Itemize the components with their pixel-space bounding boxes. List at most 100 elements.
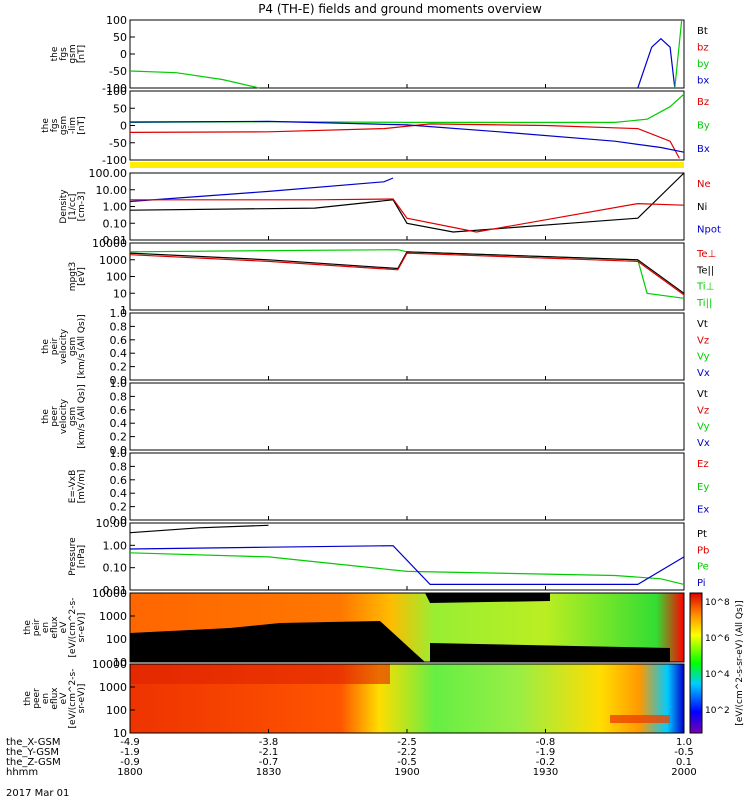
- colorbar-tick-label: 10^2: [705, 706, 730, 716]
- panel-peir_spec: 10000 1000 100 10 the peir en eflux eV [eV/(cm^2-…: [23, 587, 685, 669]
- xaxis-value: -0.7: [259, 757, 279, 768]
- y-tick-label: 100: [106, 14, 127, 27]
- y-tick-label: 100: [106, 271, 127, 284]
- y-tick-label: 100.00: [89, 167, 128, 180]
- y-tick-label: 0.8: [110, 390, 128, 403]
- panel-frame: [129, 522, 685, 591]
- ylabel-line: en: [41, 693, 51, 704]
- colorbar-label: [eV/(cm^2-s-sr-eV) (All Qs)]: [735, 600, 745, 725]
- y-tick-label: 0.10: [103, 217, 128, 230]
- legend-density-2: Npot: [697, 225, 721, 236]
- panel-temp: 10000 1000 100 10 1 mpgt3 [eV] Te⊥ Te|| Ti⊥ Ti||: [68, 237, 716, 317]
- xaxis-value: -1.9: [120, 747, 140, 758]
- panel-pressure: 10.00 1.00 0.10 0.01 Pressure [nPa] Pt Pb Pe Pi: [68, 517, 709, 597]
- ylabel-line: eflux: [50, 687, 60, 710]
- panel-ylabel: the fgs gsm [nT]: [50, 44, 87, 63]
- xaxis-row-label: hhmm: [6, 767, 38, 778]
- panel-frame: [129, 312, 685, 381]
- series-fgs-by: [129, 70, 260, 89]
- xaxis-value: -2.2: [397, 747, 417, 758]
- peir-lower-band: [430, 643, 670, 662]
- colorbar-gradient: [689, 592, 703, 734]
- y-tick-label: 0.2: [110, 361, 128, 374]
- legend-temp-0: Te⊥: [696, 249, 716, 260]
- ylabel-line: [eV]: [77, 267, 87, 286]
- ylabel-line: [cm-3]: [77, 192, 87, 222]
- ylabel-line: sr-eV)]: [77, 613, 87, 643]
- y-tick-label: 1000: [99, 254, 127, 267]
- y-tick-label: 0.8: [110, 320, 128, 333]
- y-tick-label: 0.0: [110, 444, 128, 457]
- ylabel-line: fgs: [50, 118, 60, 132]
- legend-efield-2: Ex: [697, 505, 709, 516]
- y-tick-label: 0.10: [103, 562, 128, 575]
- y-tick-label: 10: [113, 287, 127, 300]
- y-tick-label: 1.00: [103, 539, 128, 552]
- y-tick-label: 0.6: [110, 334, 128, 347]
- xaxis-value: -1.9: [536, 747, 556, 758]
- ylabel-line: Pressure: [68, 537, 78, 576]
- colorbar-tick-label: 10^8: [705, 598, 730, 608]
- xaxis-value: 1.0: [676, 737, 692, 748]
- y-tick-label: 0.6: [110, 404, 128, 417]
- y-tick-label: 1.0: [110, 447, 128, 460]
- y-tick-label: 0.01: [103, 234, 128, 247]
- series-pressure-Pt: [129, 524, 269, 534]
- ylabel-line: E=-VxB: [68, 470, 78, 504]
- ylabel-line: -lim: [68, 117, 78, 134]
- ylabel-line: [mV/m]: [77, 470, 87, 504]
- legend-fgs-2: by: [697, 59, 709, 70]
- series-temp-Te||: [129, 251, 685, 294]
- y-tick-label: 0.0: [110, 514, 128, 527]
- colorbar-tick-label: 10^4: [705, 670, 730, 680]
- legend-peer_vel-1: Vz: [697, 405, 709, 416]
- y-tick-label: 0.4: [110, 417, 128, 430]
- panel-ylabel: the peir velocity gsm [km/s (All Qs)]: [41, 314, 87, 378]
- xaxis-value: -3.8: [259, 737, 279, 748]
- xaxis-value: -2.5: [397, 737, 417, 748]
- ylabel-line: the: [41, 339, 51, 354]
- series-density-Ne: [130, 198, 685, 233]
- y-tick-label: 0: [120, 48, 127, 61]
- panel-fgs: 100 50 0 -50 -100 the fgs gsm [nT] Bt bz by bx: [50, 14, 709, 95]
- legend-pressure-1: Pb: [697, 545, 709, 556]
- xaxis-value: 0.1: [676, 757, 692, 768]
- y-tick-label: 1000: [99, 681, 127, 694]
- ylabel-line: peir: [50, 337, 60, 355]
- y-tick-label: 100: [106, 704, 127, 717]
- ylabel-line: the: [23, 620, 33, 635]
- colorbar: 10^8 10^6 10^4 10^2 [eV/(cm^2-s-sr-eV) (All …: [689, 592, 745, 734]
- y-tick-label: 0.8: [110, 460, 128, 473]
- ylabel-line: [km/s (All Qs)]: [77, 384, 87, 448]
- y-tick-label: -50: [109, 65, 127, 78]
- xaxis-value: 1930: [533, 767, 558, 778]
- legend-pressure-3: Pi: [697, 578, 706, 589]
- ylabel-line: gsm: [68, 407, 78, 426]
- y-tick-label: 0.2: [110, 501, 128, 514]
- ylabel-line: peir: [32, 618, 42, 636]
- legend-peer_vel-0: Vt: [697, 389, 708, 400]
- panel-ylabel: E=-VxB [mV/m]: [68, 470, 87, 504]
- xaxis-value: -2.1: [259, 747, 279, 758]
- panel-fgs_lim: 100 50 0 -50 -100 the fgs gsm -lim [nT] Bz By Bx: [41, 85, 710, 167]
- y-tick-label: -100: [102, 82, 127, 95]
- ylabel-line: [eV/(cm^2-s-: [68, 598, 78, 658]
- peir-low-flux-region: [130, 621, 425, 662]
- xaxis-value: -0.2: [536, 757, 556, 768]
- y-tick-label: 10000: [92, 658, 127, 671]
- legend-peir_vel-3: Vx: [697, 368, 710, 379]
- legend-fgs-3: bx: [697, 76, 709, 87]
- series-fgs-bx: [637, 37, 676, 89]
- y-tick-label: -100: [102, 154, 127, 167]
- xaxis-value: -0.9: [120, 757, 140, 768]
- ylabel-line: Density: [59, 189, 69, 224]
- legend-fgs-0: Bt: [697, 26, 708, 37]
- series-density-Npot: [129, 177, 394, 203]
- legend-density-0: Ne: [697, 179, 711, 190]
- ylabel-line: the: [23, 691, 33, 706]
- y-tick-label: 0: [120, 120, 127, 133]
